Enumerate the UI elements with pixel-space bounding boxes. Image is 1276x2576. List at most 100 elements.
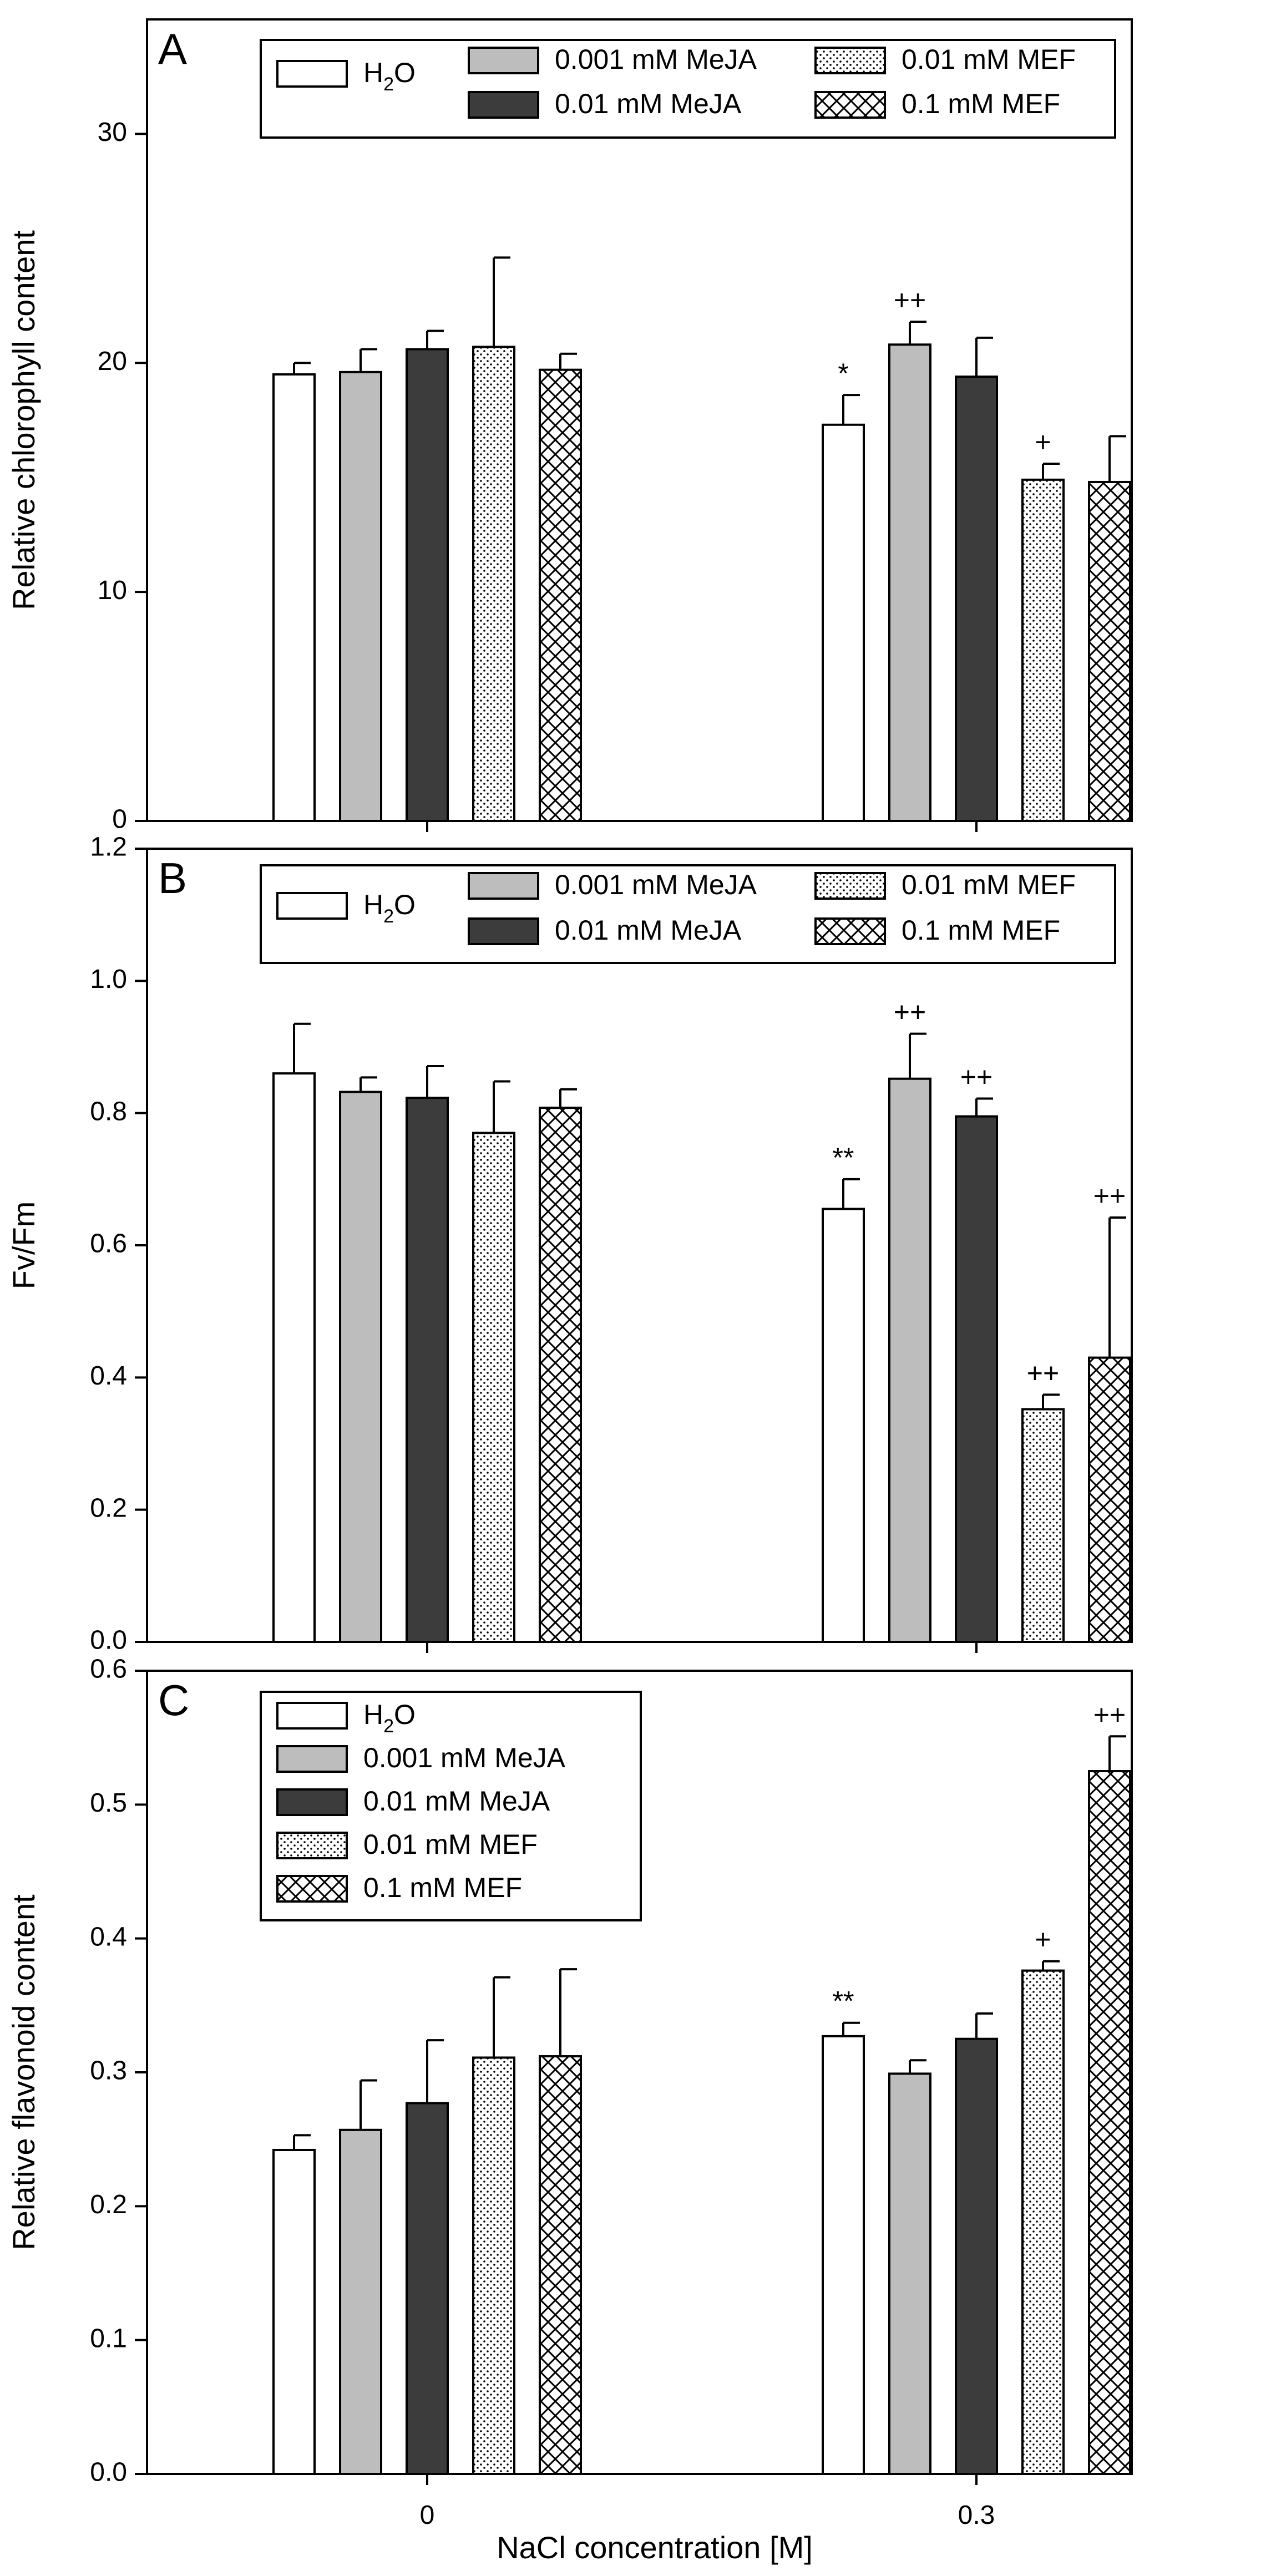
bar [539,368,582,822]
bar [888,1077,931,1643]
y-tick-label: 0.5 [90,1788,127,1818]
bar [888,2072,931,2475]
bar [539,2055,582,2476]
legend-swatch [276,1832,348,1859]
y-tick-label: 0.2 [90,2190,127,2219]
panel-letter: C [158,1676,189,1725]
legend-swatch [276,1788,348,1816]
legend-label: 0.01 mM MeJA [555,88,742,119]
legend-label: 0.01 mM MEF [902,869,1076,900]
y-tick-label: 0 [112,805,127,834]
bar [955,376,998,822]
y-axis-title: Relative chlorophyll content [6,230,41,610]
bar [539,1107,582,1643]
significance-label: ++ [960,1061,993,1092]
legend-label: 0.01 mM MeJA [555,915,742,946]
bar [822,2035,865,2476]
bar [339,371,382,822]
bar [822,1208,865,1643]
bar [406,1097,449,1643]
panel-c: C 0.0 0.1 0.2 0.3 0.4 0.5 0.6 Relative flavonoid… [6,1655,1133,2530]
significance-label: ++ [1093,1699,1126,1730]
legend-label: 0.001 mM MeJA [363,1742,566,1773]
legend-label: 0.001 mM MeJA [555,44,757,75]
y-axis-title: Fv/Fm [6,1201,41,1290]
legend-swatch [468,872,539,900]
legend-swatch [814,872,886,900]
legend-label: 0.1 mM MEF [363,1872,522,1903]
bar [472,346,515,822]
legend-label: 0.01 mM MEF [902,44,1076,75]
y-tick-label: 10 [98,576,127,605]
bar [339,1091,382,1643]
bar [822,423,865,822]
legend-swatch [276,60,348,88]
bar [472,1132,515,1643]
legend-swatch [468,917,539,945]
y-tick-label: 0.0 [90,2458,127,2487]
y-axis-title: Relative flavonoid content [6,1894,41,2250]
panel-letter: B [158,854,187,902]
significance-label: ++ [894,285,926,316]
significance-label: + [1035,427,1051,458]
x-tick-label: 0 [420,2501,435,2530]
legend-swatch [276,1702,348,1730]
x-tick-label: 0.3 [958,2501,995,2530]
legend-swatch [276,892,348,920]
legend-swatch [276,1745,348,1773]
y-tick-label: 0.1 [90,2324,127,2353]
legend-swatch [468,91,539,119]
legend-swatch [814,917,886,945]
y-tick-label: 0.8 [90,1097,127,1126]
legend-swatch [468,47,539,74]
legend-swatch [814,47,886,74]
bar [1021,1408,1065,1644]
y-tick-label: 0.2 [90,1493,127,1523]
y-tick-label: 1.0 [90,965,127,994]
significance-label: ++ [1093,1180,1126,1211]
bar [955,1115,998,1643]
bar [272,2148,316,2476]
legend-box [260,864,1116,964]
legend-label: 0.01 mM MeJA [363,1786,550,1817]
y-tick-label: 0.6 [90,1229,127,1259]
significance-label: + [1035,1924,1051,1955]
bar [1088,1356,1131,1643]
bar [1021,478,1065,822]
bar [888,343,931,822]
y-tick-label: 0.4 [90,1361,127,1391]
bar [1088,480,1131,822]
x-axis-title: NaCl concentration [M] [497,2530,813,2565]
y-tick-label: 30 [98,118,127,147]
legend-label: 0.1 mM MEF [902,915,1060,946]
significance-label: ++ [1027,1357,1059,1388]
bar [1088,1770,1131,2475]
y-tick-label: 1.2 [90,833,127,862]
bar [272,1072,316,1643]
bar [472,2056,515,2476]
y-tick-label: 0.6 [90,1655,127,1684]
legend-label: 0.001 mM MeJA [555,869,757,900]
bar [955,2037,998,2476]
significance-label: ++ [894,997,926,1028]
y-tick-label: 20 [98,347,127,376]
legend-label: 0.1 mM MEF [902,88,1060,119]
bar [1021,1969,1065,2475]
y-tick-label: 0.4 [90,1922,127,1951]
significance-label: * [838,358,848,389]
legend-label: 0.01 mM MEF [363,1829,538,1860]
legend-swatch [276,1875,348,1903]
bar [406,2102,449,2475]
bar [406,348,449,822]
significance-label: ** [833,1142,854,1173]
panel-b: B0.00.20.40.60.81.01.2Fv/Fm**++++++++H2O… [6,833,1133,1655]
significance-label: ** [833,1986,854,2017]
bar [339,2128,382,2476]
legend-swatch [814,91,886,119]
y-tick-label: 0.0 [90,1626,127,1655]
